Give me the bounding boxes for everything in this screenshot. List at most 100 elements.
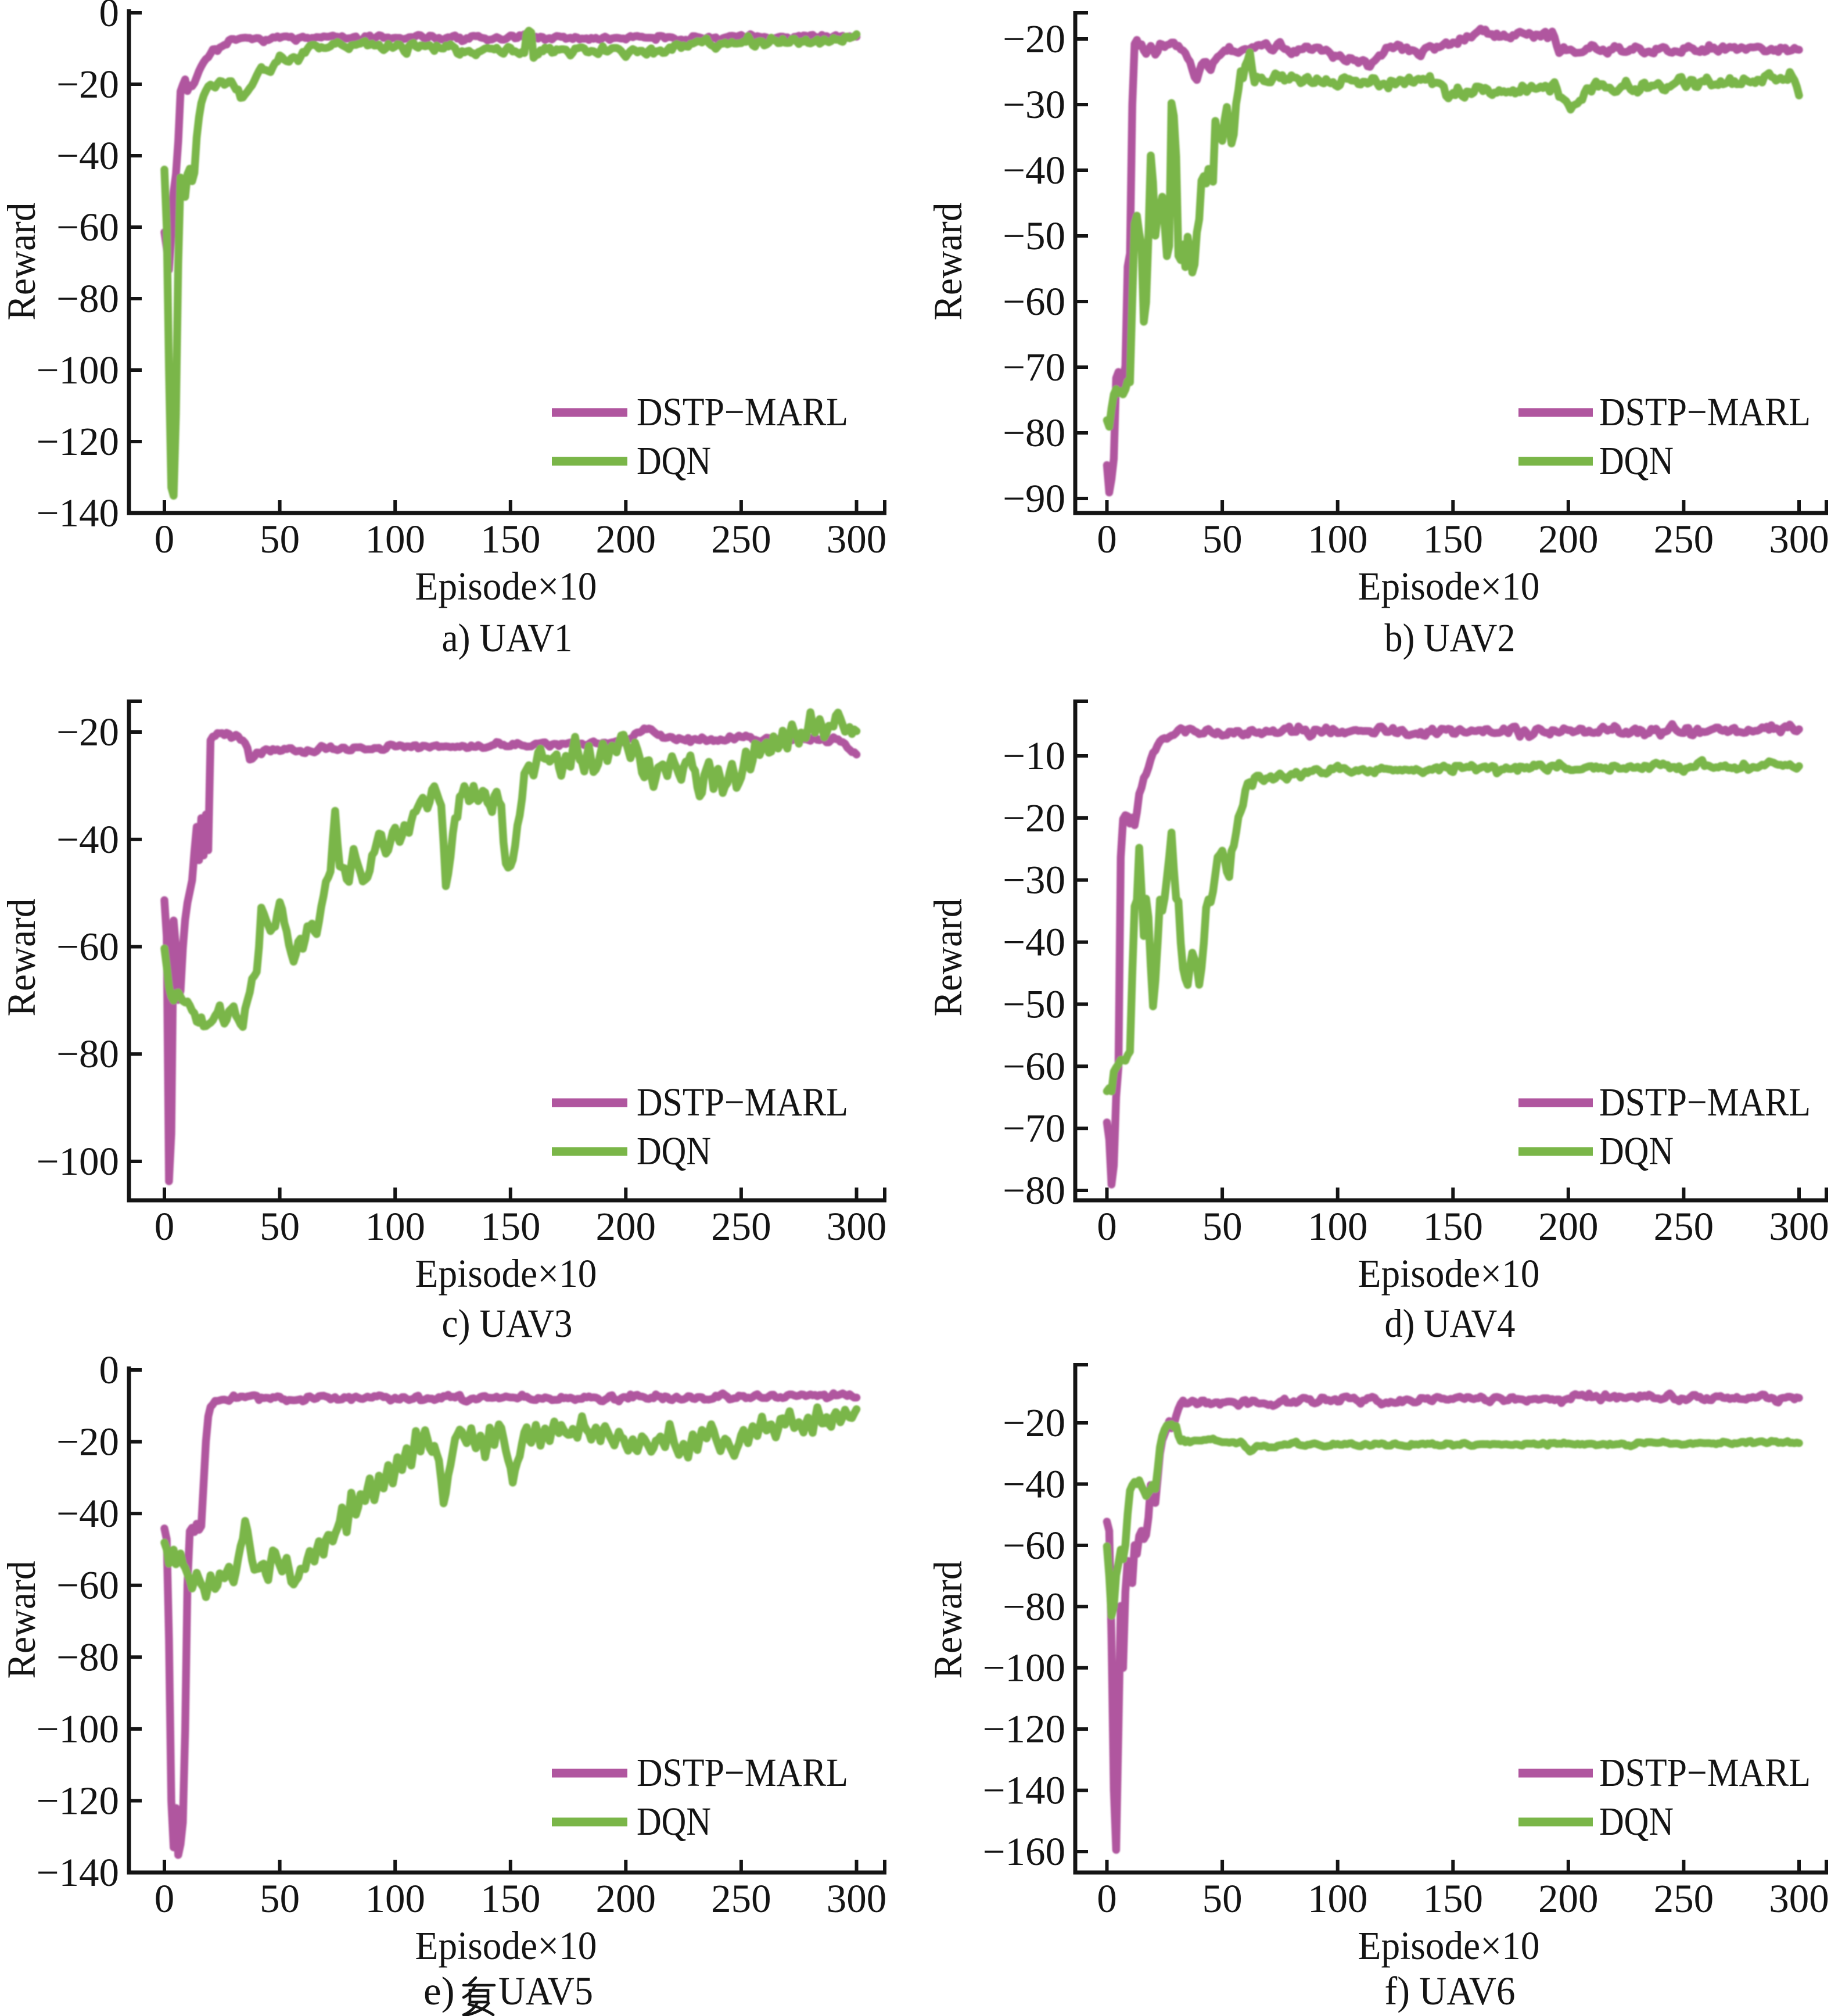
svg-text:−80: −80 bbox=[1003, 1168, 1065, 1213]
svg-text:−10: −10 bbox=[1003, 734, 1065, 778]
svg-text:c) UAV3: c) UAV3 bbox=[442, 1301, 573, 1346]
svg-text:DQN: DQN bbox=[1599, 439, 1674, 483]
svg-text:300: 300 bbox=[1769, 1204, 1829, 1249]
svg-text:Reward: Reward bbox=[926, 203, 970, 321]
svg-text:−40: −40 bbox=[1003, 148, 1065, 192]
svg-text:−70: −70 bbox=[1003, 1106, 1065, 1150]
svg-text:0: 0 bbox=[99, 1348, 120, 1392]
svg-text:100: 100 bbox=[1308, 1204, 1368, 1249]
svg-text:150: 150 bbox=[1423, 1877, 1484, 1921]
svg-text:−80: −80 bbox=[56, 1635, 119, 1679]
svg-text:DSTP−MARL: DSTP−MARL bbox=[637, 1080, 848, 1124]
svg-text:DSTP−MARL: DSTP−MARL bbox=[1599, 390, 1811, 434]
svg-text:300: 300 bbox=[827, 517, 887, 561]
svg-text:DQN: DQN bbox=[637, 439, 711, 483]
svg-text:f) UAV6: f) UAV6 bbox=[1385, 1969, 1516, 2013]
svg-text:−140: −140 bbox=[37, 491, 119, 535]
svg-text:0: 0 bbox=[155, 517, 175, 561]
svg-text:Episode×10: Episode×10 bbox=[415, 1924, 597, 1968]
svg-text:−40: −40 bbox=[56, 134, 119, 178]
svg-text:50: 50 bbox=[1202, 1204, 1243, 1249]
svg-text:DSTP−MARL: DSTP−MARL bbox=[637, 390, 848, 434]
svg-text:250: 250 bbox=[1654, 517, 1714, 561]
svg-text:200: 200 bbox=[596, 1204, 656, 1249]
svg-text:50: 50 bbox=[1202, 517, 1243, 561]
svg-text:−30: −30 bbox=[1003, 82, 1065, 127]
svg-text:−60: −60 bbox=[56, 925, 119, 969]
svg-text:Reward: Reward bbox=[926, 1561, 970, 1679]
svg-text:150: 150 bbox=[480, 1877, 541, 1921]
svg-text:−160: −160 bbox=[983, 1830, 1065, 1874]
svg-text:DQN: DQN bbox=[1599, 1129, 1674, 1173]
svg-text:−20: −20 bbox=[1003, 796, 1065, 840]
svg-text:−40: −40 bbox=[1003, 920, 1065, 964]
svg-text:100: 100 bbox=[365, 1204, 425, 1249]
svg-text:−20: −20 bbox=[56, 710, 119, 754]
svg-text:200: 200 bbox=[596, 1877, 656, 1921]
svg-text:150: 150 bbox=[1423, 1204, 1484, 1249]
svg-text:300: 300 bbox=[1769, 517, 1829, 561]
svg-text:DSTP−MARL: DSTP−MARL bbox=[1599, 1080, 1811, 1124]
svg-text:Reward: Reward bbox=[0, 203, 44, 321]
svg-text:−40: −40 bbox=[56, 1491, 119, 1536]
svg-text:300: 300 bbox=[827, 1204, 887, 1249]
svg-text:−100: −100 bbox=[37, 348, 119, 392]
svg-text:0: 0 bbox=[155, 1877, 175, 1921]
svg-text:Episode×10: Episode×10 bbox=[415, 1251, 597, 1296]
svg-text:Reward: Reward bbox=[0, 899, 44, 1017]
svg-text:−80: −80 bbox=[56, 277, 119, 321]
svg-text:200: 200 bbox=[1538, 1877, 1599, 1921]
svg-text:−20: −20 bbox=[56, 1420, 119, 1464]
svg-text:−120: −120 bbox=[37, 1779, 119, 1823]
svg-text:−80: −80 bbox=[1003, 1584, 1065, 1628]
svg-text:−70: −70 bbox=[1003, 345, 1065, 389]
svg-text:Episode×10: Episode×10 bbox=[415, 564, 597, 608]
svg-text:−60: −60 bbox=[56, 1563, 119, 1608]
svg-text:DSTP−MARL: DSTP−MARL bbox=[1599, 1750, 1811, 1795]
svg-text:DQN: DQN bbox=[1599, 1799, 1674, 1843]
svg-text:e): e) bbox=[423, 1969, 455, 2013]
svg-text:−120: −120 bbox=[983, 1707, 1065, 1751]
svg-text:−80: −80 bbox=[56, 1032, 119, 1076]
svg-text:−60: −60 bbox=[1003, 1044, 1065, 1088]
svg-text:0: 0 bbox=[1097, 1204, 1117, 1249]
svg-text:−100: −100 bbox=[37, 1139, 119, 1183]
svg-text:200: 200 bbox=[1538, 1204, 1599, 1249]
svg-text:−40: −40 bbox=[1003, 1462, 1065, 1506]
svg-text:300: 300 bbox=[827, 1877, 887, 1921]
svg-text:−80: −80 bbox=[1003, 411, 1065, 455]
svg-text:150: 150 bbox=[1423, 517, 1484, 561]
svg-text:Episode×10: Episode×10 bbox=[1358, 1251, 1540, 1296]
svg-text:−30: −30 bbox=[1003, 858, 1065, 902]
svg-text:250: 250 bbox=[1654, 1877, 1714, 1921]
svg-text:250: 250 bbox=[711, 517, 771, 561]
svg-text:−90: −90 bbox=[1003, 476, 1065, 521]
svg-text:−120: −120 bbox=[37, 419, 119, 464]
svg-text:−20: −20 bbox=[56, 62, 119, 106]
svg-text:−140: −140 bbox=[37, 1850, 119, 1895]
svg-text:Episode×10: Episode×10 bbox=[1358, 1924, 1540, 1968]
svg-text:0: 0 bbox=[99, 0, 120, 35]
svg-text:150: 150 bbox=[480, 517, 541, 561]
svg-text:b) UAV2: b) UAV2 bbox=[1385, 616, 1516, 660]
svg-text:200: 200 bbox=[596, 517, 656, 561]
svg-text:50: 50 bbox=[260, 517, 300, 561]
svg-text:−100: −100 bbox=[37, 1707, 119, 1751]
svg-text:0: 0 bbox=[1097, 1877, 1117, 1921]
svg-text:d) UAV4: d) UAV4 bbox=[1385, 1301, 1516, 1346]
svg-text:−20: −20 bbox=[1003, 1401, 1065, 1445]
svg-text:Episode×10: Episode×10 bbox=[1358, 564, 1540, 608]
svg-text:100: 100 bbox=[365, 1877, 425, 1921]
svg-text:50: 50 bbox=[260, 1204, 300, 1249]
svg-text:−140: −140 bbox=[983, 1769, 1065, 1813]
svg-text:300: 300 bbox=[1769, 1877, 1829, 1921]
svg-text:100: 100 bbox=[1308, 517, 1368, 561]
svg-text:150: 150 bbox=[480, 1204, 541, 1249]
svg-text:100: 100 bbox=[1308, 1877, 1368, 1921]
svg-text:−20: −20 bbox=[1003, 17, 1065, 61]
svg-text:−40: −40 bbox=[56, 817, 119, 862]
svg-text:Reward: Reward bbox=[926, 899, 970, 1017]
svg-text:Reward: Reward bbox=[0, 1561, 44, 1679]
svg-text:−60: −60 bbox=[56, 205, 119, 249]
svg-text:250: 250 bbox=[711, 1204, 771, 1249]
